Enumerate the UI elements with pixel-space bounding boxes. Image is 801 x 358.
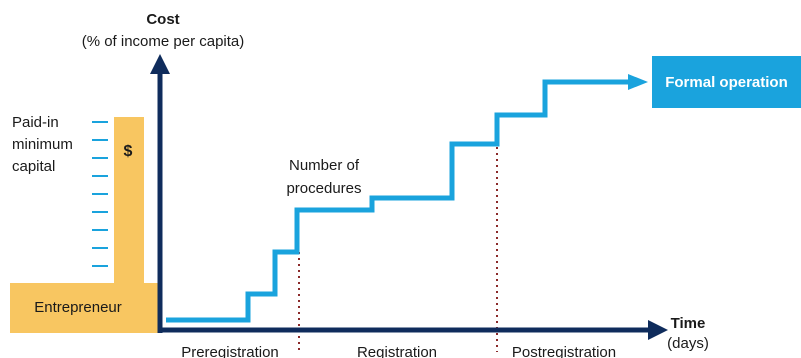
paid-in-capital-column [114, 117, 144, 287]
arrow-head-icon [150, 54, 170, 74]
paid-in-label-line3: capital [12, 158, 55, 175]
entrepreneur-block [10, 283, 160, 333]
paid-in-label-line2: minimum [12, 136, 73, 153]
cost-axis-subtitle: (% of income per capita) [82, 33, 245, 50]
phase-label-registration: Registration [357, 344, 437, 358]
dollar-sign-icon: $ [124, 143, 133, 160]
time-axis-subtitle: (days) [667, 335, 709, 352]
arrow-head-icon [628, 74, 648, 90]
capital-ticks [92, 121, 108, 267]
paid-in-label-line1: Paid-in [12, 114, 59, 131]
formal-operation-box [652, 56, 801, 108]
arrow-head-icon [648, 320, 668, 340]
procedures-step-line [166, 79, 630, 323]
phase-label-preregistration: Preregistration [181, 344, 279, 358]
phase-label-postregistration: Postregistration [512, 344, 616, 358]
time-axis-title: Time [671, 315, 706, 332]
cost-axis-title: Cost [146, 11, 179, 28]
formal-operation-label: Formal operation [665, 73, 788, 91]
entrepreneur-label: Entrepreneur [34, 299, 122, 316]
procedures-label-line1: Number of [289, 157, 360, 174]
procedures-label-line2: procedures [286, 180, 361, 197]
